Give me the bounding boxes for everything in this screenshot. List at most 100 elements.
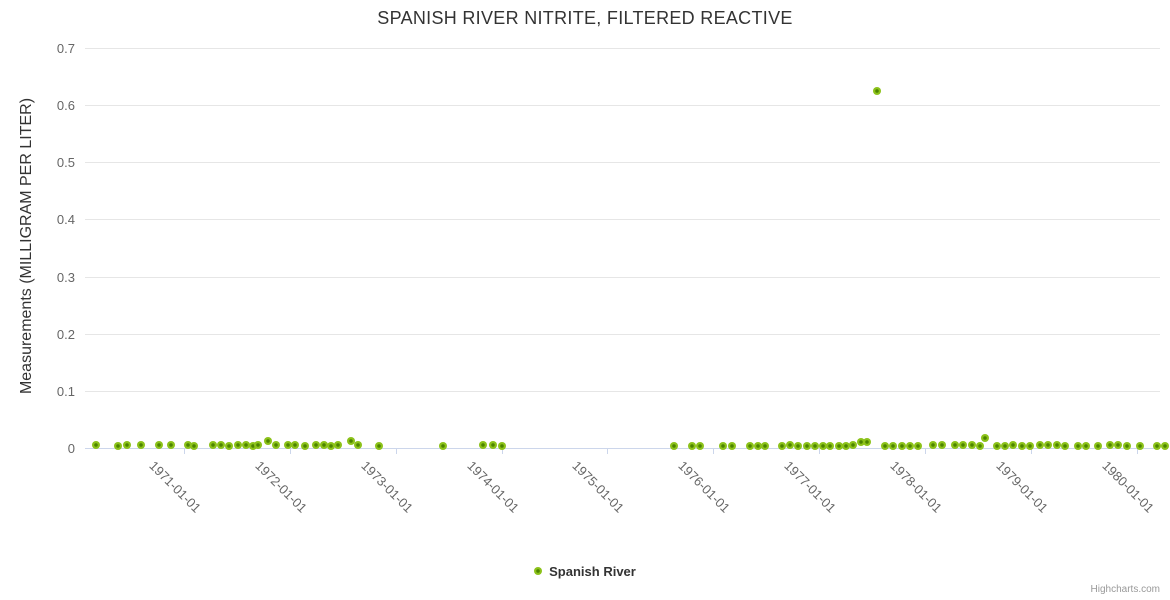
data-point[interactable] [241, 441, 250, 450]
data-point[interactable] [1160, 441, 1169, 450]
data-point[interactable] [819, 441, 828, 450]
data-point[interactable] [254, 441, 263, 450]
data-point[interactable] [354, 441, 363, 450]
data-point[interactable] [1082, 441, 1091, 450]
data-point[interactable] [333, 441, 342, 450]
data-point[interactable] [786, 441, 795, 450]
data-point[interactable] [696, 441, 705, 450]
data-point[interactable] [319, 441, 328, 450]
data-point[interactable] [1074, 441, 1083, 450]
data-point[interactable] [183, 441, 192, 450]
data-point[interactable] [1094, 442, 1103, 451]
data-point[interactable] [122, 441, 131, 450]
data-point[interactable] [937, 441, 946, 450]
data-point[interactable] [346, 437, 355, 446]
data-point[interactable] [283, 441, 292, 450]
y-gridline [85, 48, 1160, 49]
data-point[interactable] [857, 438, 866, 447]
data-point[interactable] [802, 441, 811, 450]
data-point[interactable] [951, 441, 960, 450]
data-point[interactable] [888, 441, 897, 450]
data-point[interactable] [1053, 441, 1062, 450]
data-point[interactable] [881, 441, 890, 450]
data-point[interactable] [778, 441, 787, 450]
data-point[interactable] [326, 441, 335, 450]
data-point[interactable] [233, 441, 242, 450]
chart-title: SPANISH RIVER NITRITE, FILTERED REACTIVE [377, 8, 793, 28]
data-point[interactable] [1009, 441, 1018, 450]
data-point[interactable] [248, 441, 257, 450]
data-point[interactable] [1026, 441, 1035, 450]
data-point[interactable] [863, 438, 872, 447]
data-point[interactable] [136, 441, 145, 450]
x-axis-tick [395, 448, 397, 454]
data-point[interactable] [1061, 441, 1070, 450]
x-axis-tick-label: 1974-01-01 [463, 458, 522, 516]
data-point[interactable] [976, 441, 985, 450]
data-point[interactable] [1001, 441, 1010, 450]
x-axis-tick-label: 1977-01-01 [781, 458, 840, 516]
data-point[interactable] [374, 441, 383, 450]
data-point[interactable] [898, 441, 907, 450]
data-point[interactable] [669, 442, 678, 451]
data-point[interactable] [959, 441, 968, 450]
data-point[interactable] [873, 86, 882, 95]
data-point[interactable] [981, 433, 990, 442]
y-axis-tick-label: 0.6 [56, 98, 75, 114]
x-axis-tick [183, 448, 185, 454]
data-point[interactable] [311, 441, 320, 450]
data-point[interactable] [208, 441, 217, 450]
y-axis-tick-label: 0 [67, 441, 75, 456]
data-point[interactable] [438, 441, 447, 450]
data-point[interactable] [849, 441, 858, 450]
data-point[interactable] [291, 441, 300, 450]
y-axis-title: Measurements (MILLIGRAM PER LITER) [18, 97, 35, 395]
data-point[interactable] [754, 441, 763, 450]
data-point[interactable] [914, 441, 923, 450]
data-point[interactable] [688, 441, 697, 450]
data-point[interactable] [719, 441, 728, 450]
data-point[interactable] [1018, 441, 1027, 450]
data-point[interactable] [167, 441, 176, 450]
data-point[interactable] [825, 441, 834, 450]
data-point[interactable] [1043, 441, 1052, 450]
data-point[interactable] [497, 441, 506, 450]
data-point[interactable] [968, 441, 977, 450]
data-point[interactable] [1035, 441, 1044, 450]
y-axis-tick-label: 0.1 [56, 383, 75, 399]
data-point[interactable] [154, 441, 163, 450]
data-point[interactable] [190, 441, 199, 450]
data-point[interactable] [1122, 441, 1131, 450]
credits-link[interactable]: Highcharts.com [1090, 584, 1160, 595]
data-point[interactable] [488, 440, 497, 449]
data-point[interactable] [479, 440, 488, 449]
data-point[interactable] [841, 441, 850, 450]
data-point[interactable] [992, 441, 1001, 450]
data-point[interactable] [761, 441, 770, 450]
data-point[interactable] [794, 441, 802, 450]
data-point[interactable] [746, 441, 755, 450]
data-point[interactable] [92, 441, 101, 450]
x-axis-line [85, 448, 1160, 449]
data-point[interactable] [834, 441, 843, 450]
data-point[interactable] [1105, 441, 1114, 450]
data-point[interactable] [1153, 441, 1162, 450]
data-point[interactable] [216, 441, 225, 450]
data-point[interactable] [224, 441, 233, 450]
data-point[interactable] [301, 441, 310, 450]
data-point[interactable] [811, 441, 820, 450]
y-axis-tick-label: 0.4 [56, 212, 75, 228]
x-axis-tick [1136, 448, 1138, 454]
series-marker-icon [534, 567, 543, 575]
legend-item-spanish-river[interactable]: Spanish River [534, 564, 636, 579]
data-point[interactable] [728, 441, 737, 450]
data-point[interactable] [271, 441, 280, 450]
data-point[interactable] [928, 441, 937, 450]
data-point[interactable] [114, 441, 123, 450]
data-point[interactable] [1135, 442, 1144, 451]
data-point[interactable] [1114, 441, 1123, 450]
data-point[interactable] [263, 437, 272, 446]
data-point[interactable] [905, 441, 914, 450]
y-gridline [85, 105, 1160, 107]
x-axis-tick [713, 448, 715, 454]
